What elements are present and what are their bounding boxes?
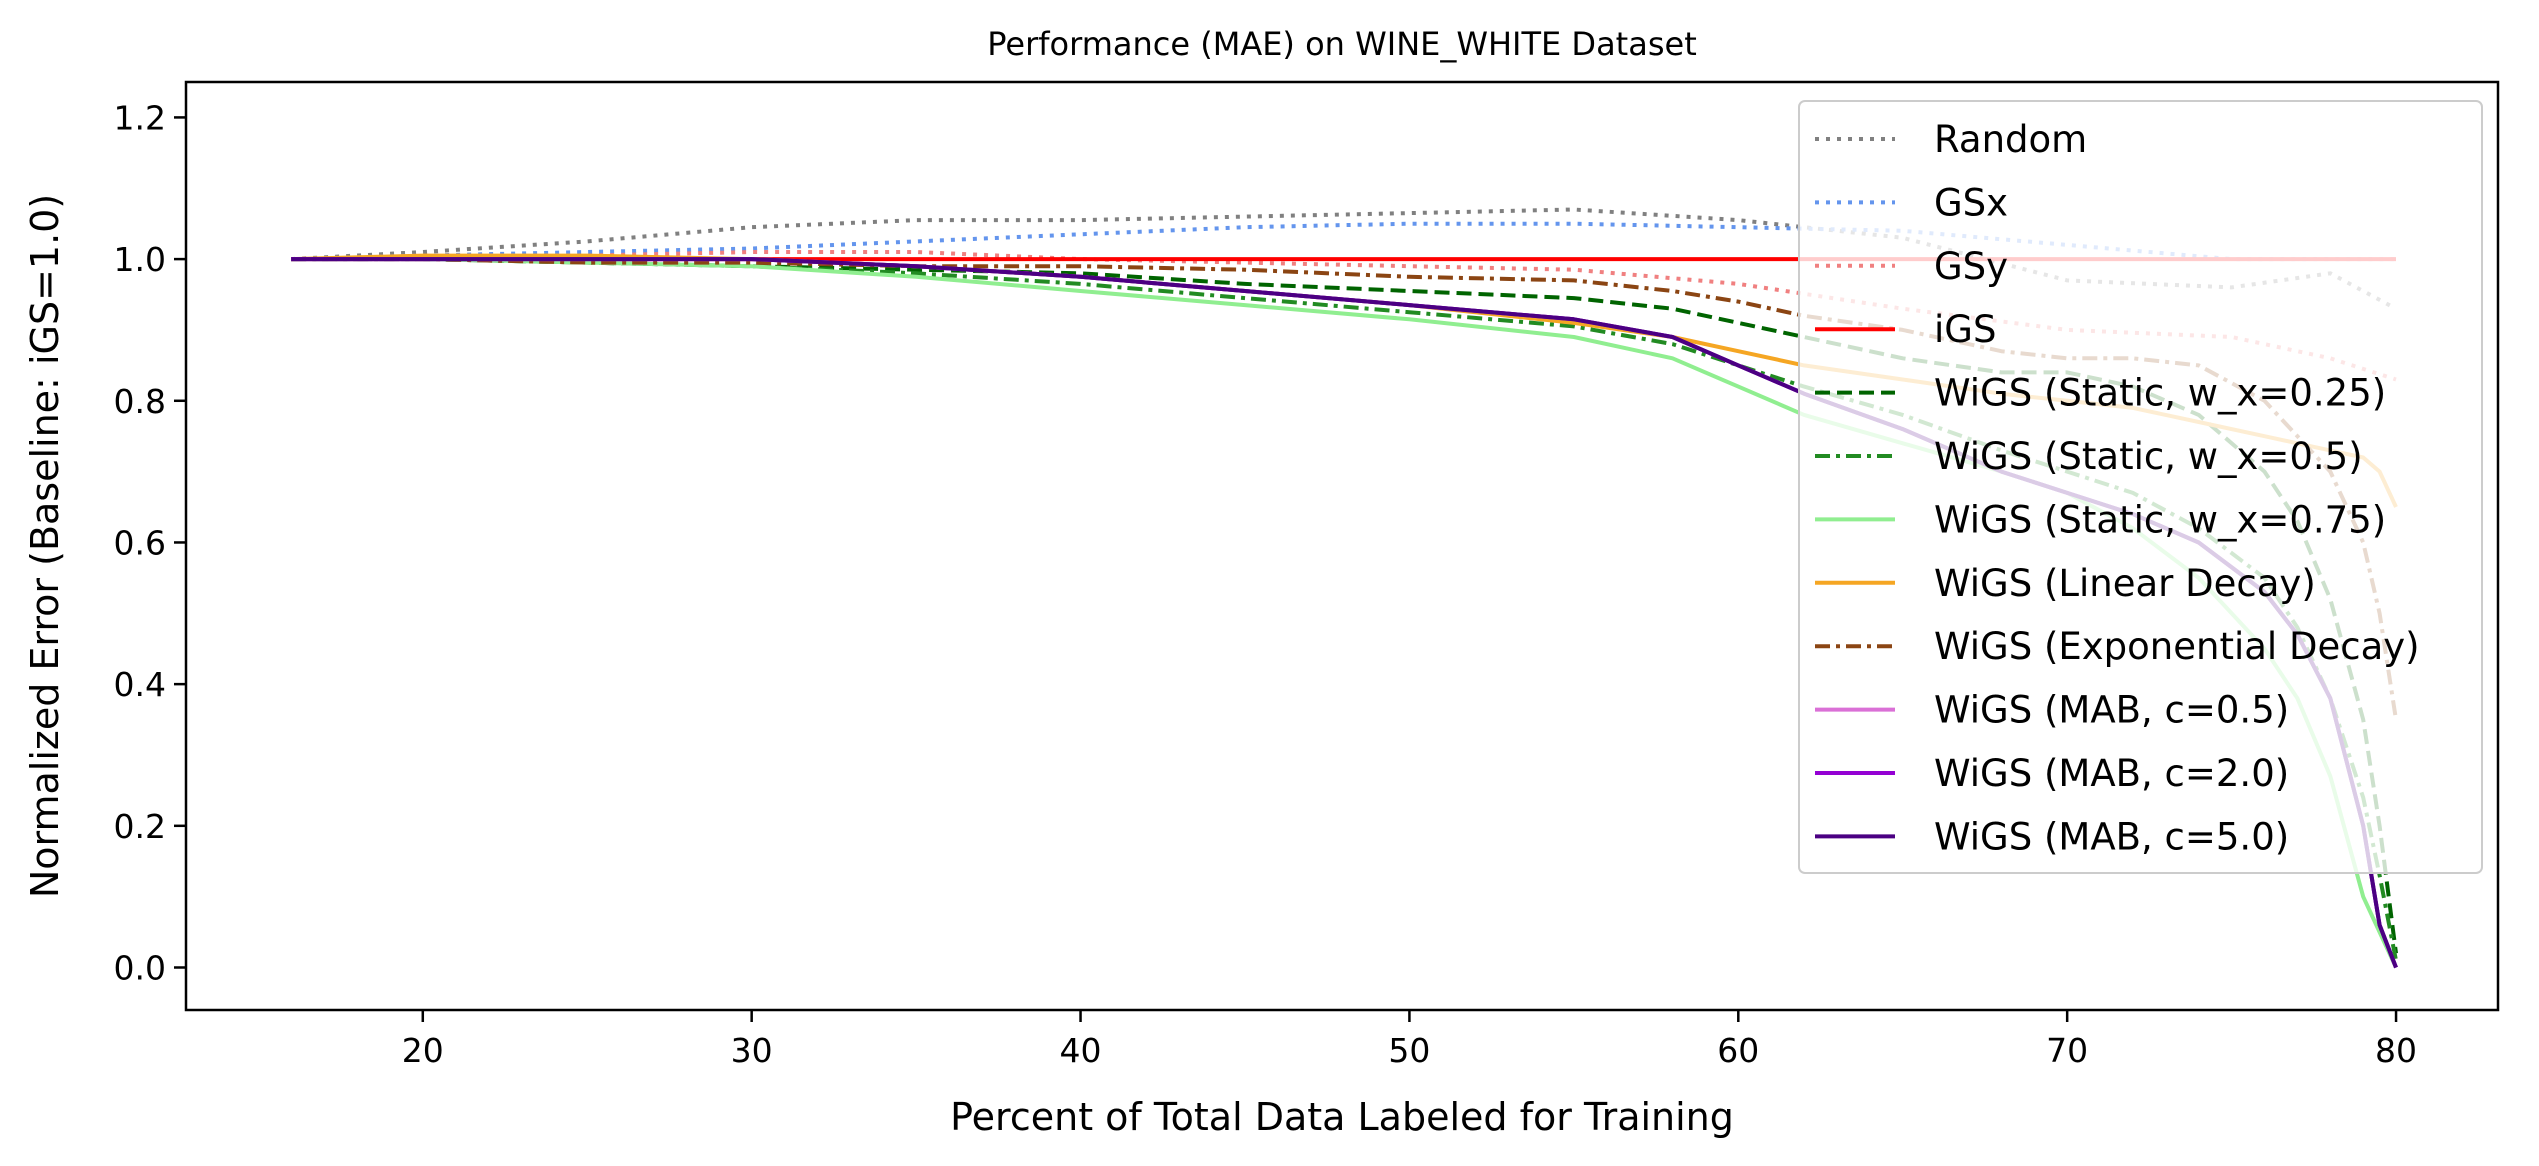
y-tick-label: 0.0 xyxy=(114,948,166,987)
x-axis: 20 30 40 50 60 70 80 xyxy=(402,1010,2417,1070)
x-tick-label: 40 xyxy=(1060,1031,1102,1070)
legend-label: WiGS (Linear Decay) xyxy=(1934,562,2316,605)
y-tick-label: 0.4 xyxy=(114,665,166,704)
x-tick-label: 50 xyxy=(1388,1031,1430,1070)
legend-label: GSx xyxy=(1934,181,2008,224)
legend-label: WiGS (MAB, c=2.0) xyxy=(1934,752,2289,795)
legend-label: iGS xyxy=(1934,308,1996,351)
legend-label: WiGS (Static, w_x=0.25) xyxy=(1934,372,2386,415)
x-tick-label: 20 xyxy=(402,1031,444,1070)
plot-frame xyxy=(184,80,2500,1012)
x-tick-label: 30 xyxy=(731,1031,773,1070)
legend: Random GSx GSy iGS WiGS (Static, w_x=0.25) Wi… xyxy=(1798,100,2483,874)
y-axis-label: Normalized Error (Baseline: iGS=1.0) xyxy=(23,194,67,898)
y-tick-label: 1.0 xyxy=(114,240,166,279)
legend-box xyxy=(1798,100,2483,874)
y-tick-label: 1.2 xyxy=(114,98,166,137)
legend-label: GSy xyxy=(1934,245,2008,288)
x-tick-label: 70 xyxy=(2046,1031,2088,1070)
x-tick-label: 80 xyxy=(2375,1031,2417,1070)
legend-label: WiGS (Exponential Decay) xyxy=(1934,625,2420,668)
y-tick-label: 0.6 xyxy=(114,523,166,562)
legend-label: Random xyxy=(1934,118,2087,161)
y-tick-label: 0.2 xyxy=(114,807,166,846)
y-tick-label: 0.8 xyxy=(114,382,166,421)
x-axis-label: Percent of Total Data Labeled for Traini… xyxy=(950,1095,1734,1139)
chart-title: Performance (MAE) on WINE_WHITE Dataset xyxy=(987,25,1696,63)
legend-label: WiGS (Static, w_x=0.75) xyxy=(1934,498,2386,541)
y-axis: 0.0 0.2 0.4 0.6 0.8 1.0 1.2 xyxy=(114,98,186,987)
legend-label: WiGS (MAB, c=0.5) xyxy=(1934,689,2289,732)
legend-label: WiGS (MAB, c=5.0) xyxy=(1934,815,2289,858)
legend-label: WiGS (Static, w_x=0.5) xyxy=(1934,435,2363,478)
x-tick-label: 60 xyxy=(1717,1031,1759,1070)
